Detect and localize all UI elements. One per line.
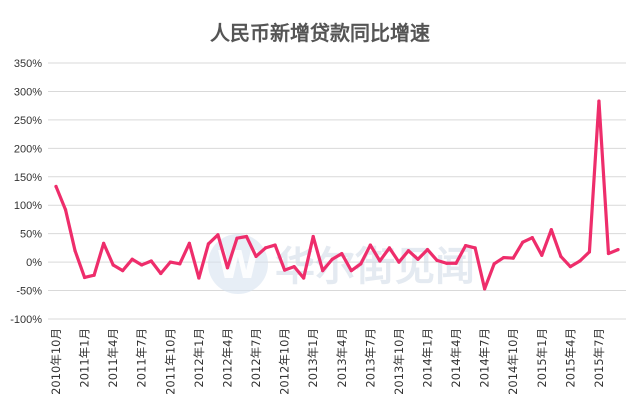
data-point bbox=[483, 287, 487, 291]
series-layer bbox=[54, 99, 620, 291]
x-tick-label: 2011年1月 bbox=[78, 328, 92, 388]
data-point bbox=[397, 260, 401, 264]
y-tick-label: 150% bbox=[14, 172, 42, 184]
data-point bbox=[225, 266, 230, 270]
data-point bbox=[273, 243, 277, 247]
data-point bbox=[568, 265, 572, 269]
y-tick-label: 250% bbox=[14, 115, 42, 127]
data-point bbox=[330, 257, 334, 261]
x-tick-label: 2015年7月 bbox=[592, 328, 606, 388]
data-point bbox=[102, 241, 106, 245]
data-point bbox=[511, 256, 515, 260]
data-point bbox=[502, 255, 506, 260]
data-point bbox=[321, 269, 325, 273]
data-point bbox=[416, 257, 420, 261]
data-point bbox=[130, 257, 134, 261]
data-point bbox=[263, 246, 268, 250]
data-point bbox=[521, 240, 525, 244]
y-tick-label: 200% bbox=[14, 143, 42, 155]
x-tick-label: 2013年7月 bbox=[363, 328, 377, 388]
data-point bbox=[606, 251, 611, 256]
data-point bbox=[578, 259, 582, 263]
y-tick-label: 100% bbox=[14, 200, 42, 212]
x-tick-label: 2011年7月 bbox=[135, 328, 149, 388]
data-point bbox=[178, 262, 182, 266]
data-point bbox=[92, 273, 96, 277]
data-point bbox=[473, 246, 477, 250]
data-point bbox=[111, 263, 115, 267]
data-point bbox=[530, 236, 534, 240]
data-point bbox=[140, 263, 144, 267]
data-point bbox=[311, 234, 315, 239]
x-tick-label: 2014年1月 bbox=[420, 328, 434, 388]
data-point bbox=[616, 247, 620, 252]
y-tick-label: -50% bbox=[16, 286, 42, 298]
data-point bbox=[540, 253, 544, 257]
data-point bbox=[587, 250, 592, 254]
data-point bbox=[435, 258, 439, 263]
data-point bbox=[425, 247, 430, 252]
data-point bbox=[168, 260, 172, 264]
data-point bbox=[492, 262, 496, 266]
data-point bbox=[283, 268, 287, 272]
data-point bbox=[216, 233, 220, 237]
data-point bbox=[302, 276, 306, 280]
x-tick-label: 2011年10月 bbox=[163, 328, 177, 395]
x-tick-label: 2013年1月 bbox=[306, 328, 320, 388]
x-tick-label: 2012年7月 bbox=[249, 328, 263, 388]
data-point bbox=[359, 262, 363, 266]
x-tick-label: 2010年10月 bbox=[49, 328, 63, 395]
y-tick-label: 300% bbox=[14, 86, 42, 98]
data-point bbox=[597, 99, 601, 103]
x-tick-label: 2014年7月 bbox=[478, 328, 492, 388]
x-tick-label: 2013年4月 bbox=[335, 328, 349, 388]
data-point bbox=[549, 228, 553, 232]
data-point bbox=[406, 249, 411, 253]
data-point bbox=[121, 269, 125, 273]
data-point bbox=[349, 269, 353, 273]
data-point bbox=[54, 184, 58, 189]
x-tick-label: 2012年1月 bbox=[192, 328, 206, 388]
data-point bbox=[63, 208, 68, 212]
data-point bbox=[235, 236, 239, 240]
data-point bbox=[378, 259, 382, 263]
data-point bbox=[444, 261, 449, 265]
data-point bbox=[206, 242, 211, 246]
grid-layer bbox=[48, 62, 626, 320]
x-tick-label: 2012年4月 bbox=[220, 328, 234, 388]
x-tick-label: 2011年4月 bbox=[106, 328, 120, 388]
data-point bbox=[454, 261, 458, 265]
data-point bbox=[149, 259, 153, 263]
data-point bbox=[368, 243, 372, 247]
data-point bbox=[73, 249, 77, 253]
data-point bbox=[244, 234, 249, 239]
data-point bbox=[292, 265, 296, 269]
y-tick-label: 0% bbox=[26, 257, 42, 269]
data-point bbox=[340, 251, 344, 256]
data-point bbox=[559, 254, 563, 259]
data-point bbox=[82, 275, 87, 280]
x-tick-label: 2015年4月 bbox=[563, 328, 577, 388]
y-axis: -100% -50% 0% 50% 100% 150% 200% 250% 300% 350% bbox=[10, 58, 42, 326]
data-point bbox=[463, 244, 468, 248]
y-tick-label: -100% bbox=[10, 314, 42, 326]
series-line bbox=[54, 99, 620, 291]
data-point bbox=[387, 246, 391, 250]
x-tick-label: 2014年10月 bbox=[506, 328, 520, 395]
x-axis: 2010年10月 2011年1月 2011年4月 2011年7月 2011年10月 201… bbox=[49, 328, 606, 395]
x-tick-label: 2013年10月 bbox=[392, 328, 406, 395]
data-point bbox=[254, 254, 258, 259]
data-point bbox=[197, 276, 201, 280]
x-tick-label: 2012年10月 bbox=[278, 328, 292, 395]
data-point bbox=[187, 241, 191, 245]
x-tick-label: 2015年1月 bbox=[535, 328, 549, 388]
y-tick-label: 50% bbox=[20, 229, 42, 241]
y-tick-label: 350% bbox=[14, 58, 42, 70]
x-tick-label: 2014年4月 bbox=[449, 328, 463, 388]
chart-title: 人民币新增贷款同比增速 bbox=[210, 21, 430, 45]
data-point bbox=[159, 271, 163, 276]
